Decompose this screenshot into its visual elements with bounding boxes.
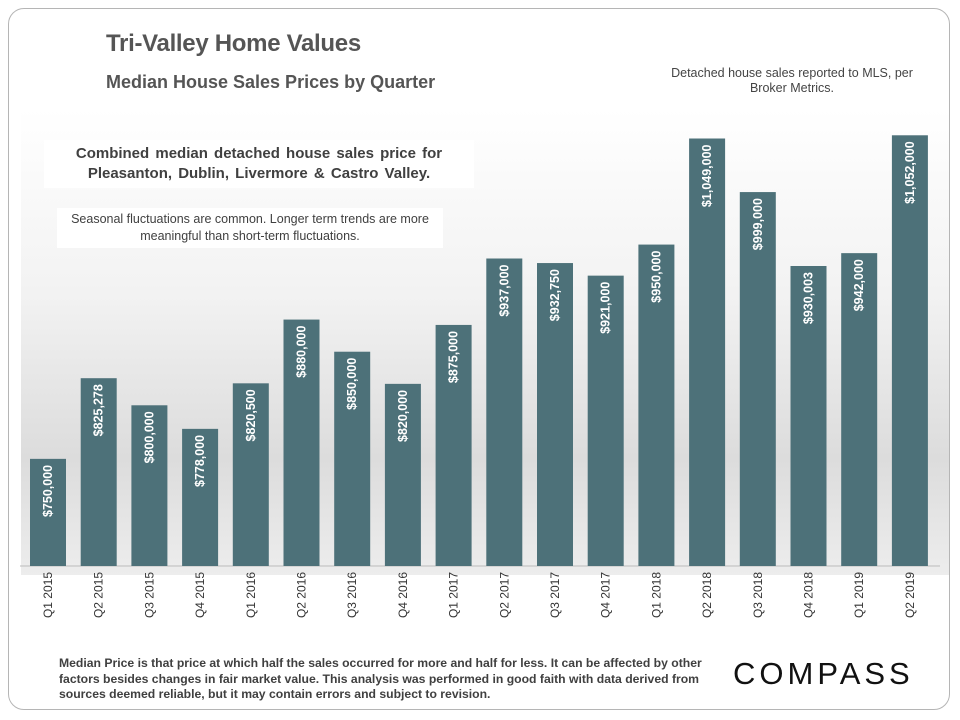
bar-q1-2018	[638, 244, 675, 567]
x-tick-label: Q2 2017	[497, 572, 511, 618]
x-tick-label: Q2 2016	[295, 572, 309, 618]
bar-q3-2018	[739, 192, 776, 567]
x-tick-label: Q3 2018	[751, 572, 765, 618]
x-tick-label: Q1 2017	[447, 572, 461, 618]
x-tick-label: Q1 2019	[852, 572, 866, 618]
data-label: $1,052,000	[903, 141, 917, 204]
bar-q1-2019	[841, 253, 878, 566]
source-note: Detached house sales reported to MLS, pe…	[671, 66, 913, 95]
bar-q4-2015	[182, 428, 219, 566]
data-label: $950,000	[649, 251, 663, 303]
bar-q2-2016	[283, 319, 320, 566]
bar-q3-2017	[537, 263, 573, 566]
bar-q2-2018	[689, 138, 726, 566]
x-tick-label: Q2 2018	[700, 572, 714, 618]
x-tick-label: Q1 2018	[649, 572, 663, 618]
data-label: $999,000	[751, 198, 765, 250]
x-tick-label: Q4 2017	[599, 572, 613, 618]
data-label: $937,000	[497, 264, 511, 316]
bar-q2-2015	[80, 378, 117, 566]
page-subtitle: Median House Sales Prices by Quarter	[106, 72, 436, 92]
bar-q4-2016	[384, 383, 421, 566]
x-tick-label: Q2 2015	[92, 572, 106, 618]
x-tick-label: Q4 2018	[802, 572, 816, 618]
data-label: $750,000	[41, 465, 55, 517]
data-label: $820,500	[244, 389, 258, 441]
data-label: $921,000	[599, 282, 613, 334]
x-tick-label: Q3 2016	[345, 572, 359, 618]
data-label: $880,000	[295, 326, 309, 378]
x-tick-label: Q1 2016	[244, 572, 258, 618]
data-label: $800,000	[142, 411, 156, 463]
bar-q1-2016	[232, 383, 269, 566]
combined-median-note: Combined median detached house sales pri…	[44, 140, 474, 188]
x-tick-label: Q3 2017	[548, 572, 562, 618]
x-tick-label: Q1 2015	[41, 572, 55, 618]
data-label: $1,049,000	[700, 144, 714, 207]
disclaimer-footnote: Median Price is that price at which half…	[59, 656, 702, 701]
bar-q2-2017	[486, 258, 523, 566]
data-label: $932,750	[548, 269, 562, 321]
x-tick-label: Q4 2016	[396, 572, 410, 618]
bar-q2-2019	[891, 135, 928, 567]
data-label: $942,000	[852, 259, 866, 311]
bar-q3-2015	[131, 405, 168, 566]
bar-q3-2016	[334, 351, 371, 566]
bar-q1-2015	[30, 458, 66, 566]
data-label: $850,000	[345, 358, 359, 410]
x-tick-label: Q3 2015	[142, 572, 156, 618]
seasonal-note: Seasonal fluctuations are common. Longer…	[57, 208, 443, 248]
data-label: $820,000	[396, 390, 410, 442]
bar-q4-2018	[790, 265, 827, 566]
x-tick-label: Q2 2019	[903, 572, 917, 618]
data-label: $930,003	[802, 272, 816, 324]
bar-q4-2017	[587, 275, 624, 566]
compass-logo: COMPASS	[733, 656, 914, 691]
data-label: $825,278	[92, 384, 106, 436]
data-label: $875,000	[447, 331, 461, 383]
x-tick-label: Q4 2015	[193, 572, 207, 618]
bar-q1-2017	[435, 324, 472, 566]
page-title: Tri-Valley Home Values	[106, 30, 361, 57]
data-label: $778,000	[193, 435, 207, 487]
